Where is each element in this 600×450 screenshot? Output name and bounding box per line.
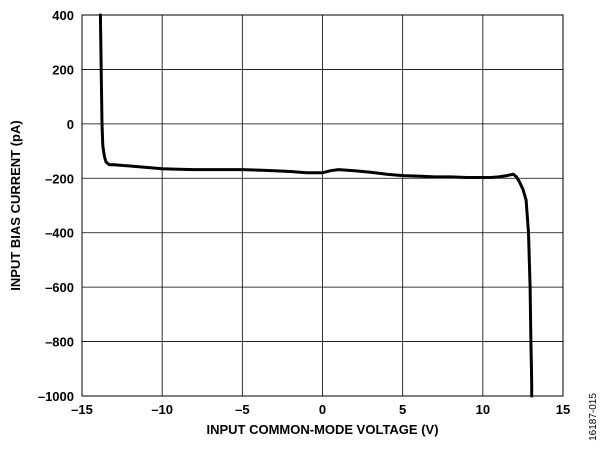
x-tick-label: –10 bbox=[151, 402, 173, 417]
x-axis-title: INPUT COMMON-MODE VOLTAGE (V) bbox=[206, 422, 438, 437]
y-tick-label: –800 bbox=[45, 335, 74, 350]
y-tick-label: –1000 bbox=[38, 389, 74, 404]
x-tick-label: 0 bbox=[319, 402, 326, 417]
y-axis-tick-labels: –1000 –800 –600 –400 –200 0 200 400 bbox=[38, 8, 74, 404]
x-tick-label: 10 bbox=[476, 402, 490, 417]
plot-area-frame bbox=[81, 14, 564, 397]
x-tick-label: 15 bbox=[556, 402, 570, 417]
y-tick-label: –200 bbox=[45, 171, 74, 186]
x-axis-tick-labels: –15 –10 –5 0 5 10 15 bbox=[71, 402, 570, 417]
grid-lines bbox=[82, 15, 563, 396]
y-tick-label: 400 bbox=[52, 8, 74, 23]
y-axis-title: INPUT BIAS CURRENT (pA) bbox=[8, 120, 23, 290]
y-tick-label: –600 bbox=[45, 280, 74, 295]
series-layer bbox=[98, 13, 534, 398]
y-tick-label: 200 bbox=[52, 62, 74, 77]
y-tick-label: –400 bbox=[45, 226, 74, 241]
y-tick-label: 0 bbox=[67, 117, 74, 132]
series-line bbox=[98, 13, 534, 398]
figure-id-label: 16187-015 bbox=[588, 393, 599, 441]
x-tick-label: –15 bbox=[71, 402, 93, 417]
x-tick-label: 5 bbox=[399, 402, 406, 417]
x-tick-label: –5 bbox=[235, 402, 249, 417]
